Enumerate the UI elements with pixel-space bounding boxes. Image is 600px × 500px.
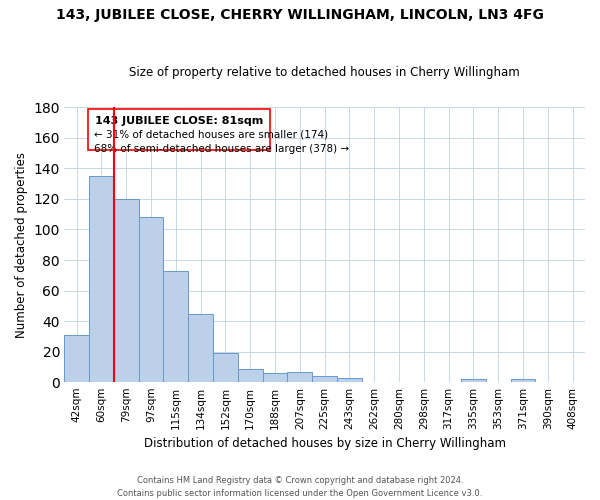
Bar [213, 354, 238, 382]
Title: Size of property relative to detached houses in Cherry Willingham: Size of property relative to detached ho… [129, 66, 520, 80]
Bar [263, 373, 287, 382]
Bar [188, 314, 213, 382]
FancyBboxPatch shape [88, 108, 270, 150]
Bar [337, 378, 362, 382]
Bar [64, 335, 89, 382]
Bar [89, 176, 114, 382]
Bar [287, 372, 312, 382]
Text: 68% of semi-detached houses are larger (378) →: 68% of semi-detached houses are larger (… [94, 144, 349, 154]
Text: Contains HM Land Registry data © Crown copyright and database right 2024.
Contai: Contains HM Land Registry data © Crown c… [118, 476, 482, 498]
Text: 143 JUBILEE CLOSE: 81sqm: 143 JUBILEE CLOSE: 81sqm [95, 116, 263, 126]
Bar [238, 368, 263, 382]
Y-axis label: Number of detached properties: Number of detached properties [15, 152, 28, 338]
Bar [312, 376, 337, 382]
Bar [511, 380, 535, 382]
Bar [139, 217, 163, 382]
Bar [163, 270, 188, 382]
Text: ← 31% of detached houses are smaller (174): ← 31% of detached houses are smaller (17… [94, 130, 328, 140]
Bar [461, 380, 486, 382]
Text: 143, JUBILEE CLOSE, CHERRY WILLINGHAM, LINCOLN, LN3 4FG: 143, JUBILEE CLOSE, CHERRY WILLINGHAM, L… [56, 8, 544, 22]
Bar [114, 199, 139, 382]
X-axis label: Distribution of detached houses by size in Cherry Willingham: Distribution of detached houses by size … [143, 437, 506, 450]
